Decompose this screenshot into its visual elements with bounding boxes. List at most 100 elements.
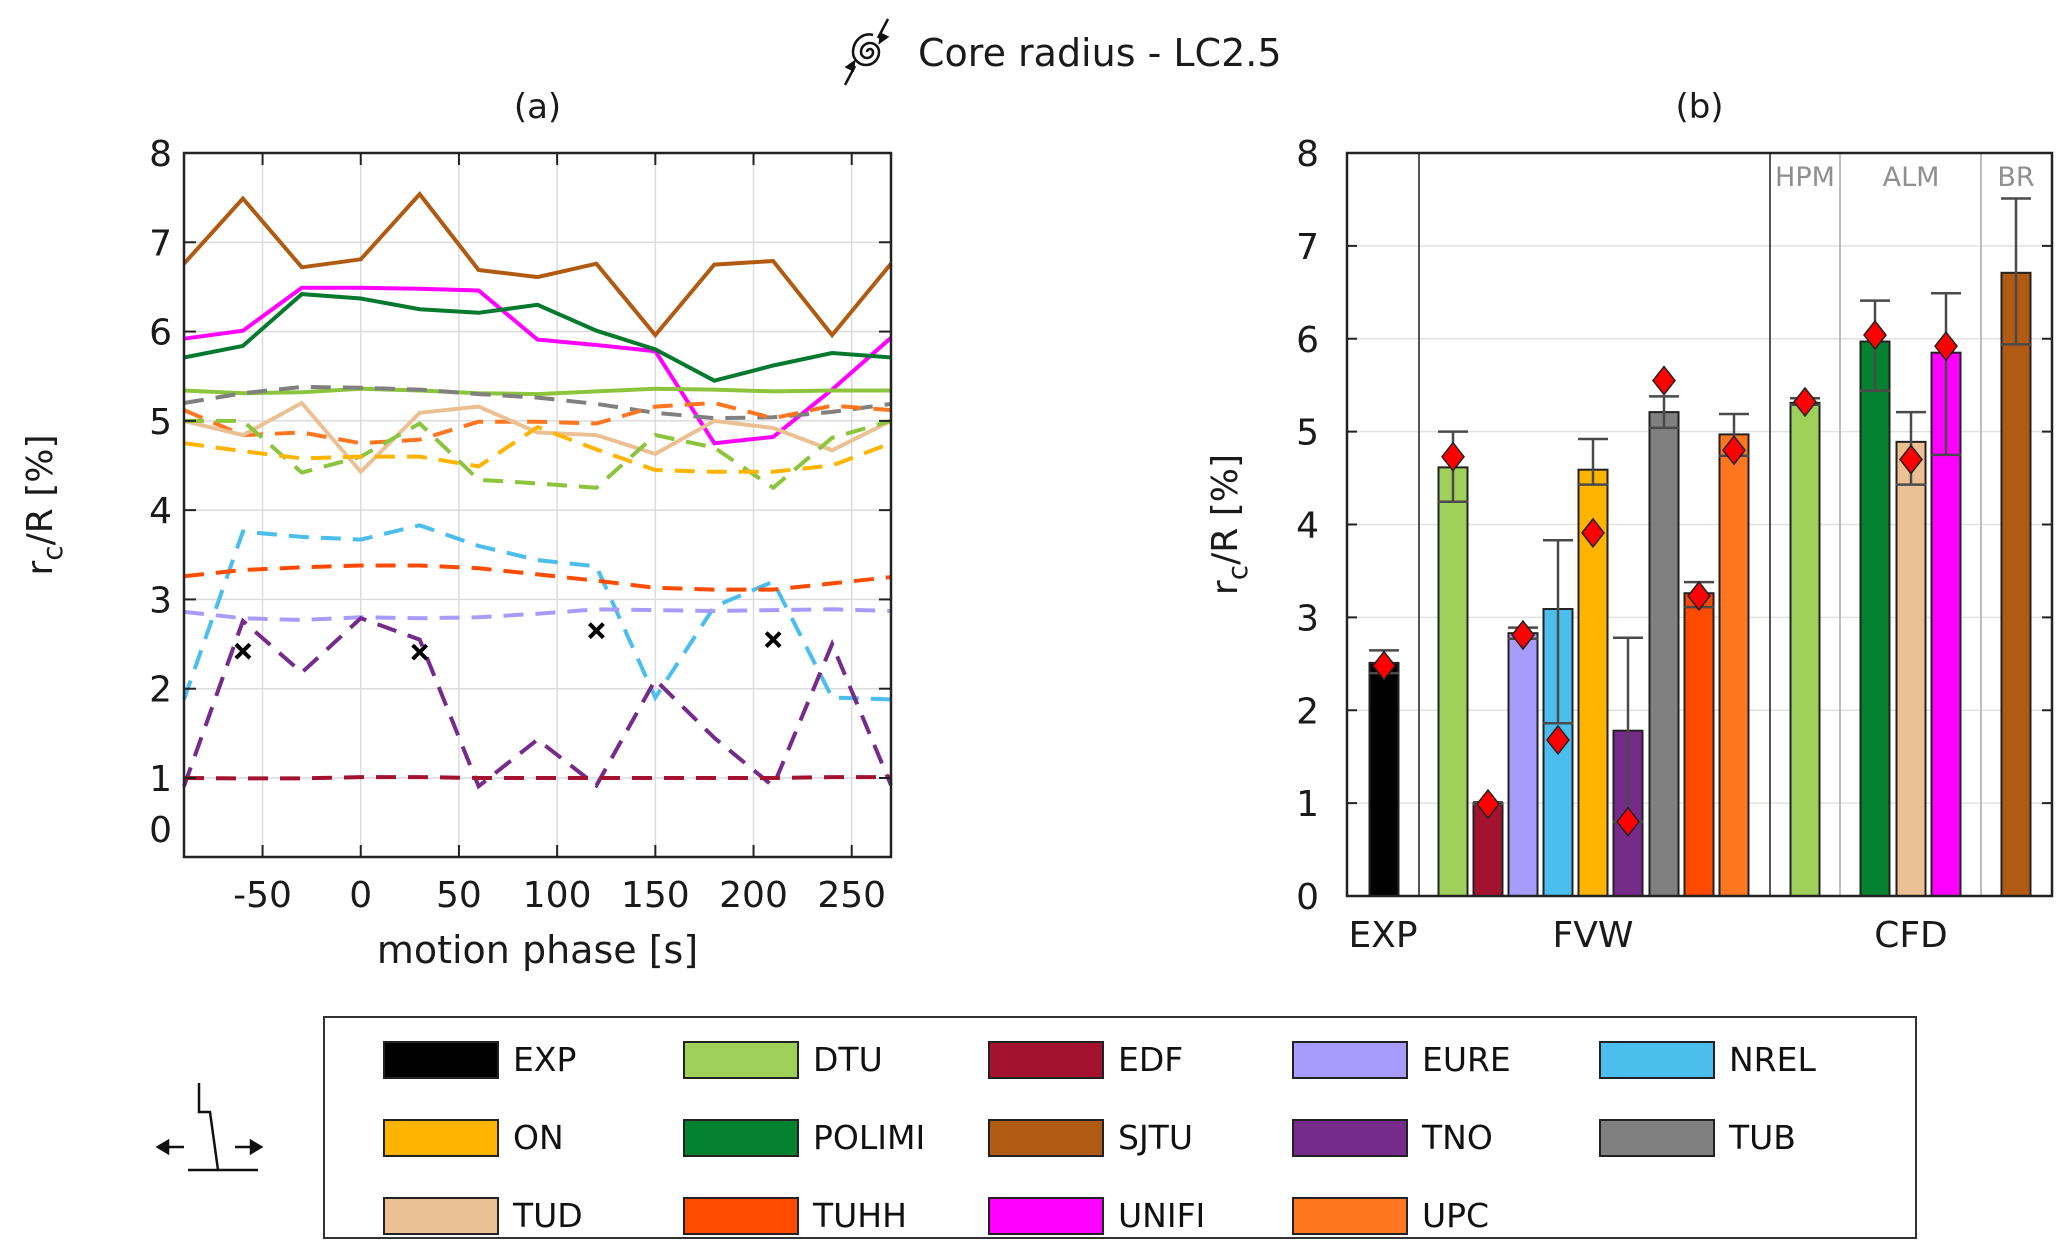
y-tick-label: 7 xyxy=(149,223,172,264)
legend-item-unifi: UNIFI xyxy=(988,1196,1205,1235)
y-tick-label: 6 xyxy=(149,313,172,354)
legend-item-tuhh: TUHH xyxy=(683,1196,907,1235)
bar-dtu xyxy=(1789,401,1821,897)
legend-swatch xyxy=(988,1118,1104,1157)
diamond-marker xyxy=(1863,319,1887,351)
series-line-tub xyxy=(183,384,892,421)
subgroup-label-alm: ALM xyxy=(1883,162,1940,193)
group-label-cfd: CFD xyxy=(1874,915,1948,956)
y-tick-label: 4 xyxy=(1296,506,1319,547)
diamond-marker xyxy=(1793,386,1817,418)
group-label-fvw: FVW xyxy=(1553,915,1634,956)
legend-swatch xyxy=(383,1040,499,1079)
legend-swatch xyxy=(683,1118,799,1157)
y-tick-label: 5 xyxy=(1296,413,1319,454)
y-axis-label: rc/R [%] xyxy=(20,434,69,575)
diamond-marker xyxy=(1722,434,1746,466)
legend-swatch xyxy=(1599,1118,1715,1157)
legend-item-dtu: DTU xyxy=(683,1040,883,1079)
bar-sjtu xyxy=(2000,271,2032,897)
legend-item-upc: UPC xyxy=(1292,1196,1489,1235)
diamond-marker xyxy=(1372,650,1396,681)
bar-exp xyxy=(1368,661,1400,897)
legend-swatch xyxy=(683,1040,799,1079)
y-tick-label: 5 xyxy=(149,402,172,443)
group-label-exp: EXP xyxy=(1348,915,1417,956)
legend-item-nrel: NREL xyxy=(1599,1040,1816,1079)
series-line-sjtu xyxy=(182,190,893,339)
legend-label: UPC xyxy=(1422,1196,1490,1235)
vortex-spiral-icon xyxy=(843,18,890,86)
panel-b: (b) HPM ALM BR 0 1 2 3 4 5 6 7 8 EXP FVW CFD rc/R [%] xyxy=(1205,87,2054,956)
x-axis-label: motion phase [s] xyxy=(377,928,698,972)
diamond-marker xyxy=(1687,580,1711,612)
legend-item-eure: EURE xyxy=(1292,1040,1511,1079)
panel-a-title: (a) xyxy=(514,87,561,127)
legend-swatch xyxy=(383,1118,499,1157)
legend-label: POLIMI xyxy=(813,1118,926,1157)
legend-label: NREL xyxy=(1729,1040,1816,1079)
diamond-marker xyxy=(1899,444,1923,475)
series-line-dtu-hpm xyxy=(183,386,891,397)
x-tick-label: 0 xyxy=(349,875,372,916)
y-tick-label: 2 xyxy=(1296,691,1319,732)
floating-turbine-surge-icon xyxy=(155,1083,264,1172)
exp-marker xyxy=(234,642,252,660)
x-tick-label: 200 xyxy=(719,875,788,916)
legend-item-polimi: POLIMI xyxy=(683,1118,925,1157)
legend-label: DTU xyxy=(813,1040,883,1079)
legend: EXP DTU EDF EURE NREL ON POLIMI SJTU TNO TUB TUD TU… xyxy=(323,1016,1917,1239)
y-tick-label: 3 xyxy=(149,580,172,621)
series-line-edf xyxy=(183,775,891,781)
y-tick-label: 1 xyxy=(149,759,172,800)
legend-label: TUB xyxy=(1729,1118,1796,1157)
y-tick-label: 0 xyxy=(149,810,172,851)
legend-item-tno: TNO xyxy=(1292,1118,1493,1157)
legend-swatch xyxy=(988,1040,1104,1079)
exp-marker xyxy=(764,631,782,649)
bar-tuhh xyxy=(1683,592,1715,897)
bar-polimi xyxy=(1859,340,1891,897)
series-line-nrel xyxy=(182,523,892,702)
x-tick-label: 250 xyxy=(817,875,886,916)
series-line-on xyxy=(183,424,892,474)
bar-dtu xyxy=(1437,466,1469,897)
legend-label: EXP xyxy=(513,1040,577,1079)
bar-eure xyxy=(1507,632,1539,897)
plot-frame-a xyxy=(182,151,893,859)
diamond-marker xyxy=(1511,619,1535,651)
legend-label: TNO xyxy=(1422,1118,1493,1157)
legend-label: SJTU xyxy=(1118,1118,1193,1157)
legend-swatch xyxy=(1292,1040,1408,1079)
diamond-marker xyxy=(1581,517,1605,549)
y-tick-label: 0 xyxy=(1296,877,1319,918)
bar-upc xyxy=(1718,433,1750,897)
y-axis-label: rc/R [%] xyxy=(1205,454,1254,595)
x-tick-label: -50 xyxy=(233,875,292,916)
bar-tub xyxy=(1648,411,1680,897)
legend-item-exp: EXP xyxy=(383,1040,576,1079)
exp-marker xyxy=(411,643,429,661)
series-line-eure xyxy=(183,607,892,623)
legend-item-edf: EDF xyxy=(988,1040,1183,1079)
legend-swatch xyxy=(383,1196,499,1235)
y-tick-label: 3 xyxy=(1296,598,1319,639)
legend-item-tub: TUB xyxy=(1599,1118,1796,1157)
x-tick-label: 100 xyxy=(523,875,592,916)
series-line-tno xyxy=(182,615,893,790)
x-tick-label: 150 xyxy=(621,875,690,916)
series-line-unifi xyxy=(183,285,893,446)
diamond-marker xyxy=(1616,806,1640,837)
series-line-tuhh xyxy=(183,563,892,592)
subgroup-label-br: BR xyxy=(1997,162,2034,193)
legend-item-on: ON xyxy=(383,1118,564,1157)
bar-tud xyxy=(1895,440,1927,897)
diamond-marker xyxy=(1652,365,1676,396)
legend-item-sjtu: SJTU xyxy=(988,1118,1193,1157)
subgroup-label-hpm: HPM xyxy=(1775,162,1835,193)
legend-swatch xyxy=(988,1196,1104,1235)
diamond-marker xyxy=(1476,788,1500,820)
legend-swatch xyxy=(683,1196,799,1235)
y-tick-label: 2 xyxy=(149,670,172,711)
